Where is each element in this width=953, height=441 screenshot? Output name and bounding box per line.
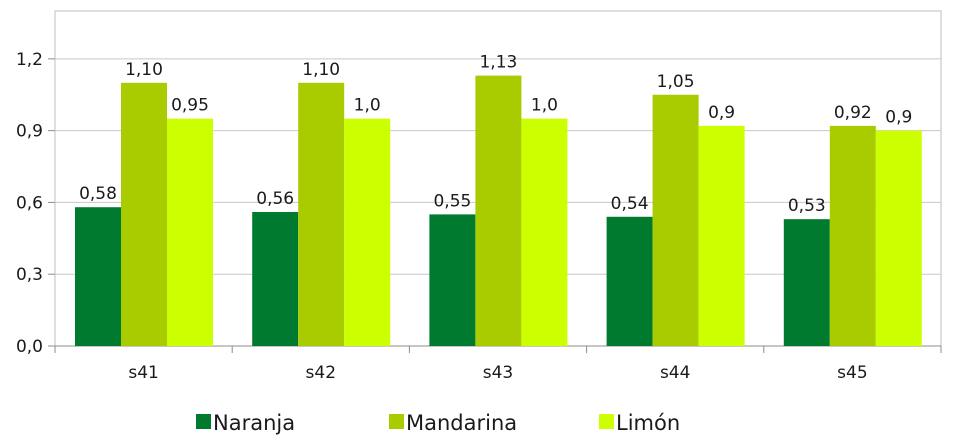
data-label: 0,53 xyxy=(788,196,826,216)
y-tick-label: 0,9 xyxy=(16,122,43,142)
data-label: 1,13 xyxy=(479,53,517,73)
data-label: 1,10 xyxy=(302,60,340,80)
y-tick-label: 0,3 xyxy=(16,265,43,285)
x-tick-label: s42 xyxy=(306,363,337,383)
bar-naranja-s45 xyxy=(783,219,830,346)
legend-swatch xyxy=(196,414,211,429)
data-label: 0,9 xyxy=(885,108,912,128)
bar-mandarina-s44 xyxy=(652,94,699,346)
legend-swatch xyxy=(389,414,404,429)
x-tick-label: s44 xyxy=(660,363,691,383)
bar-limn-s42 xyxy=(344,118,391,346)
bar-mandarina-s43 xyxy=(475,75,522,346)
bar-limn-s41 xyxy=(167,118,213,346)
data-label: 0,55 xyxy=(433,191,471,211)
bar-naranja-s44 xyxy=(606,216,653,346)
data-label: 0,92 xyxy=(834,103,872,123)
x-axis: s41 s42 s43 s44 s45 xyxy=(54,346,942,383)
data-label: 0,9 xyxy=(708,103,735,123)
data-label: 1,0 xyxy=(354,96,381,116)
bar-mandarina-s42 xyxy=(298,82,345,347)
data-label: 0,95 xyxy=(171,96,209,116)
bar-limn-s43 xyxy=(521,118,568,346)
bar-mandarina-s41 xyxy=(121,82,167,347)
bar-limn-s44 xyxy=(698,125,745,346)
bar-naranja-s41 xyxy=(75,207,121,346)
y-tick-label: 0,6 xyxy=(16,193,43,213)
legend-label: Mandarina xyxy=(406,411,517,435)
y-tick-label: 1,2 xyxy=(16,50,43,70)
data-label: 1,05 xyxy=(657,72,695,92)
data-label: 1,0 xyxy=(531,96,558,116)
x-tick-label: s43 xyxy=(483,363,514,383)
y-tick-label: 0,0 xyxy=(16,337,43,357)
bars xyxy=(75,75,922,347)
x-tick-label: s41 xyxy=(128,363,159,383)
bar-naranja-s42 xyxy=(252,212,299,346)
legend-label: Naranja xyxy=(213,411,295,435)
bar-mandarina-s45 xyxy=(829,125,876,346)
x-tick-label: s45 xyxy=(837,363,868,383)
data-labels: 0,58 1,10 0,95 0,56 1,10 1,0 0,55 1,13 1,0 0,54 1,… xyxy=(79,53,912,217)
data-label: 0,54 xyxy=(611,194,649,214)
bar-limn-s45 xyxy=(875,130,922,346)
data-label: 1,10 xyxy=(125,60,163,80)
data-label: 0,58 xyxy=(79,184,117,204)
data-label: 0,56 xyxy=(256,189,294,209)
bar-naranja-s43 xyxy=(429,214,476,346)
legend-label: Limón xyxy=(616,411,680,435)
legend-swatch xyxy=(599,414,614,429)
legend: Naranja Mandarina Limón xyxy=(196,411,680,435)
